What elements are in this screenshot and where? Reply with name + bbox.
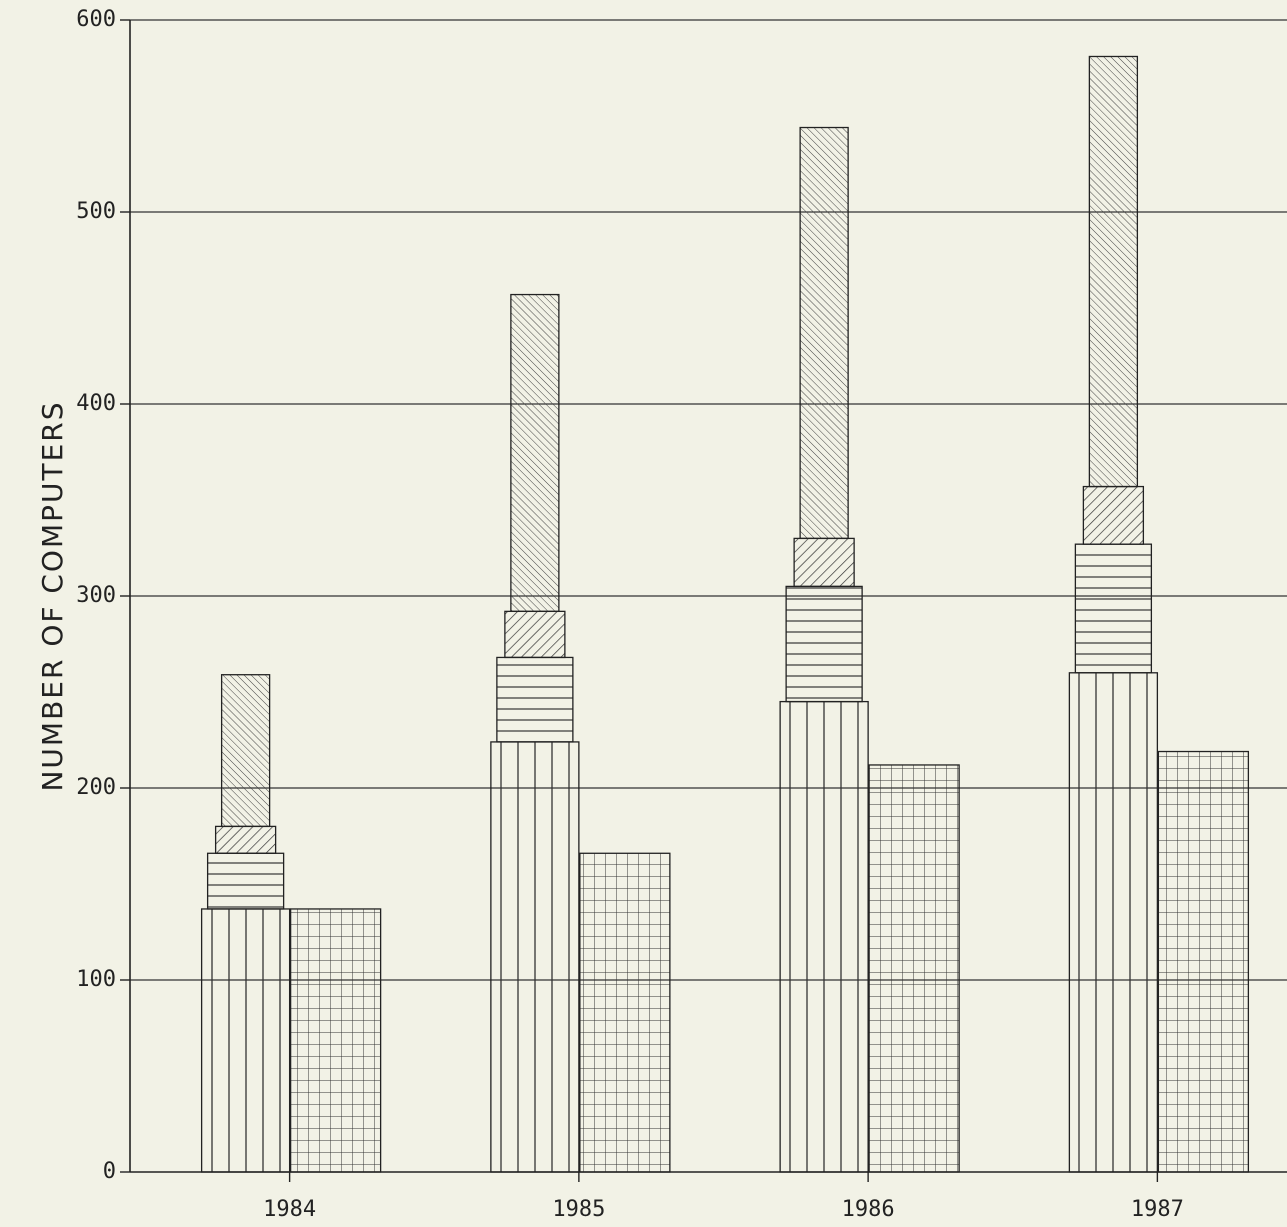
bars xyxy=(200,55,1250,1173)
bar-hatch-forward-1984 xyxy=(214,825,277,854)
y-axis-title: NUMBER OF COMPUTERS xyxy=(36,400,69,791)
bar-vertical-lines-1984 xyxy=(200,908,291,1173)
x-tick-label: 1985 xyxy=(552,1197,605,1222)
bar-vertical-lines-1986 xyxy=(779,700,869,1173)
x-tick-label: 1984 xyxy=(263,1197,316,1222)
bar-horizontal-lines-1987 xyxy=(1074,543,1153,674)
y-axis-ticks: 0 100 200 300 400 500 600 xyxy=(76,7,130,1184)
y-tick-label: 600 xyxy=(76,7,116,32)
y-tick-label: 500 xyxy=(76,199,116,224)
bar-horizontal-lines-1985 xyxy=(496,656,574,743)
x-axis-ticks: 1984 1985 1986 1987 xyxy=(263,1172,1184,1222)
y-tick-label: 200 xyxy=(76,775,116,800)
bar-hatch-back-1985 xyxy=(510,293,560,613)
bar-hatch-back-1986 xyxy=(799,126,849,540)
x-tick-label: 1987 xyxy=(1131,1197,1184,1222)
bar-hatch-back-1984 xyxy=(220,674,271,828)
y-tick-label: 100 xyxy=(76,967,116,992)
x-tick-label: 1986 xyxy=(842,1197,895,1222)
bar-horizontal-lines-1986 xyxy=(785,585,863,703)
y-tick-label: 0 xyxy=(103,1159,116,1184)
bar-hatch-forward-1987 xyxy=(1082,485,1145,545)
bar-grid-1985 xyxy=(579,852,671,1173)
bar-horizontal-lines-1984 xyxy=(206,852,285,910)
bar-grid-1986 xyxy=(868,764,960,1173)
y-tick-label: 300 xyxy=(76,583,116,608)
bar-hatch-forward-1985 xyxy=(504,610,566,659)
bar-vertical-lines-1987 xyxy=(1068,672,1159,1173)
y-tick-label: 400 xyxy=(76,391,116,416)
bar-vertical-lines-1985 xyxy=(490,741,580,1173)
bar-hatch-forward-1986 xyxy=(793,537,855,588)
bar-grid-1987 xyxy=(1157,750,1250,1173)
bar-grid-1984 xyxy=(289,908,382,1173)
bar-hatch-back-1987 xyxy=(1088,55,1139,488)
